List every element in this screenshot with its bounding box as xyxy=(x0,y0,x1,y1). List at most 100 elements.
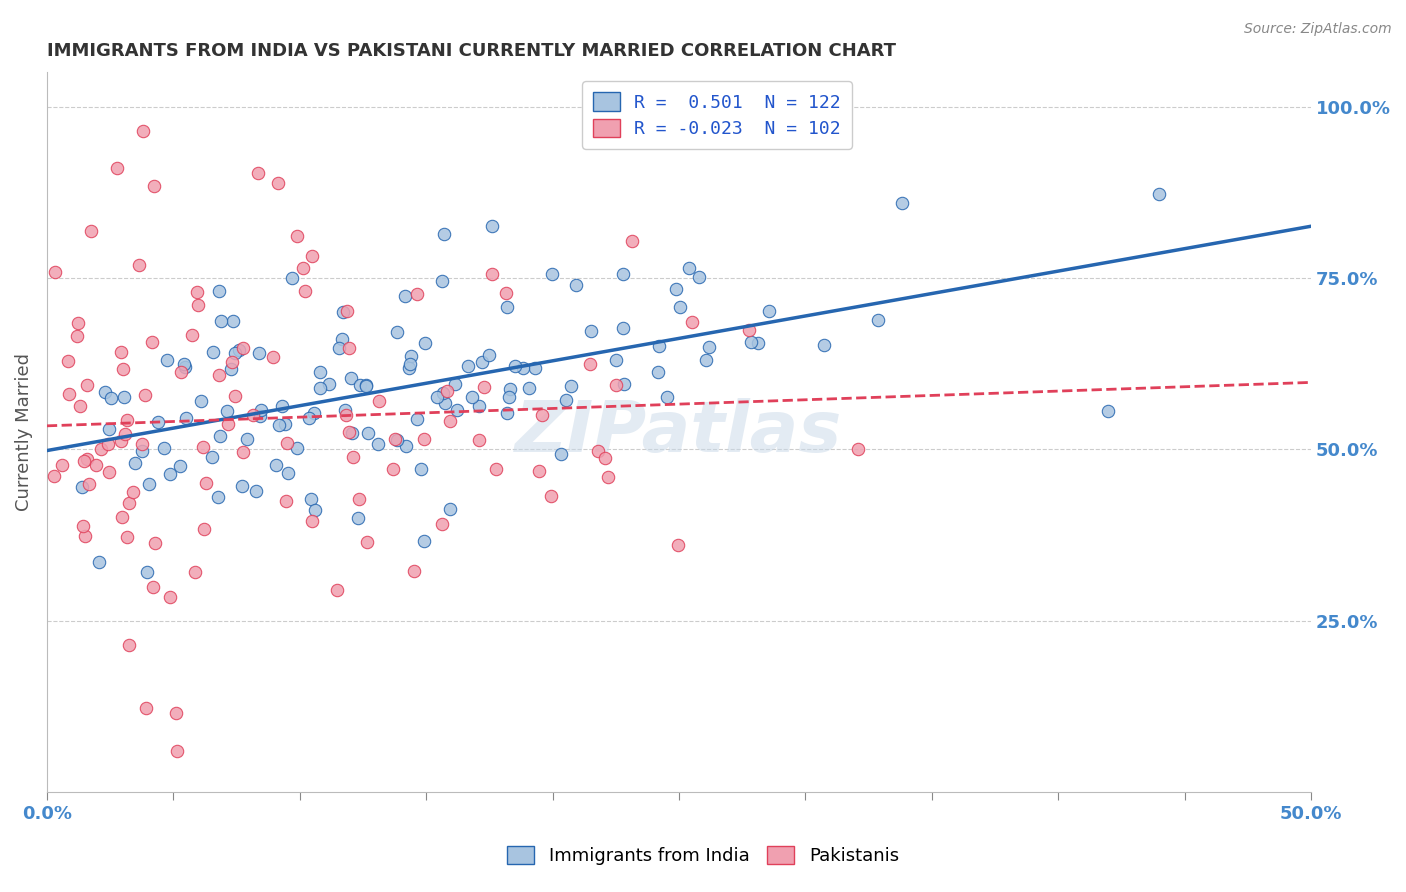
Pakistanis xyxy=(681,315,703,329)
Pakistanis xyxy=(266,177,288,191)
Immigrants from India xyxy=(399,357,422,371)
Immigrants from India xyxy=(648,339,671,353)
Immigrants from India xyxy=(517,381,540,395)
Text: ZIPatlas: ZIPatlas xyxy=(516,398,842,467)
Pakistanis xyxy=(118,638,141,652)
Immigrants from India xyxy=(112,390,135,404)
Pakistanis xyxy=(115,413,138,427)
Immigrants from India xyxy=(228,343,250,358)
Pakistanis xyxy=(242,408,264,422)
Immigrants from India xyxy=(159,467,181,481)
Immigrants from India xyxy=(346,511,368,525)
Immigrants from India xyxy=(250,403,273,417)
Pakistanis xyxy=(474,380,496,394)
Immigrants from India xyxy=(335,403,357,417)
Immigrants from India xyxy=(581,324,603,338)
Immigrants from India xyxy=(332,305,354,319)
Immigrants from India xyxy=(605,353,627,368)
Immigrants from India xyxy=(340,425,363,440)
Immigrants from India xyxy=(156,353,179,368)
Immigrants from India xyxy=(394,288,416,302)
Pakistanis xyxy=(142,580,165,594)
Immigrants from India xyxy=(499,383,522,397)
Immigrants from India xyxy=(613,376,636,391)
Pakistanis xyxy=(356,535,378,549)
Immigrants from India xyxy=(299,492,322,507)
Pakistanis xyxy=(76,451,98,466)
Pakistanis xyxy=(159,590,181,604)
Immigrants from India xyxy=(461,390,484,404)
Immigrants from India xyxy=(308,381,330,395)
Immigrants from India xyxy=(136,566,159,580)
Pakistanis xyxy=(620,234,643,248)
Pakistanis xyxy=(128,258,150,272)
Pakistanis xyxy=(337,341,360,355)
Immigrants from India xyxy=(647,365,669,379)
Immigrants from India xyxy=(298,410,321,425)
Immigrants from India xyxy=(541,267,564,281)
Pakistanis xyxy=(69,399,91,413)
Pakistanis xyxy=(232,444,254,458)
Pakistanis xyxy=(141,334,163,349)
Immigrants from India xyxy=(304,502,326,516)
Pakistanis xyxy=(73,454,96,468)
Immigrants from India xyxy=(340,371,363,385)
Pakistanis xyxy=(598,470,620,484)
Immigrants from India xyxy=(387,325,409,339)
Immigrants from India xyxy=(236,432,259,446)
Immigrants from India xyxy=(173,360,195,375)
Immigrants from India xyxy=(439,502,461,516)
Immigrants from India xyxy=(405,412,427,426)
Pakistanis xyxy=(186,285,208,300)
Immigrants from India xyxy=(266,458,288,473)
Immigrants from India xyxy=(478,348,501,362)
Pakistanis xyxy=(846,442,869,457)
Immigrants from India xyxy=(318,376,340,391)
Pakistanis xyxy=(381,462,404,476)
Immigrants from India xyxy=(688,270,710,285)
Pakistanis xyxy=(276,493,298,508)
Pakistanis xyxy=(67,316,90,330)
Pakistanis xyxy=(187,297,209,311)
Pakistanis xyxy=(110,434,132,448)
Immigrants from India xyxy=(555,392,578,407)
Pakistanis xyxy=(347,492,370,507)
Immigrants from India xyxy=(349,378,371,392)
Pakistanis xyxy=(73,529,96,543)
Pakistanis xyxy=(143,178,166,193)
Pakistanis xyxy=(135,700,157,714)
Immigrants from India xyxy=(124,456,146,470)
Pakistanis xyxy=(56,354,79,368)
Pakistanis xyxy=(122,485,145,500)
Immigrants from India xyxy=(468,399,491,413)
Immigrants from India xyxy=(395,439,418,453)
Immigrants from India xyxy=(222,314,245,328)
Immigrants from India xyxy=(678,260,700,275)
Immigrants from India xyxy=(1097,403,1119,417)
Immigrants from India xyxy=(740,334,762,349)
Pakistanis xyxy=(586,443,609,458)
Pakistanis xyxy=(540,490,562,504)
Pakistanis xyxy=(66,328,89,343)
Pakistanis xyxy=(325,583,347,598)
Pakistanis xyxy=(181,327,204,342)
Immigrants from India xyxy=(271,399,294,413)
Immigrants from India xyxy=(1147,186,1170,201)
Immigrants from India xyxy=(564,277,586,292)
Immigrants from India xyxy=(153,441,176,455)
Pakistanis xyxy=(531,408,554,422)
Immigrants from India xyxy=(249,409,271,424)
Immigrants from India xyxy=(231,479,253,493)
Pakistanis xyxy=(131,437,153,451)
Pakistanis xyxy=(44,265,66,279)
Immigrants from India xyxy=(426,390,449,404)
Immigrants from India xyxy=(413,336,436,351)
Immigrants from India xyxy=(70,479,93,493)
Pakistanis xyxy=(430,517,453,532)
Pakistanis xyxy=(72,518,94,533)
Immigrants from India xyxy=(669,300,692,314)
Immigrants from India xyxy=(496,300,519,314)
Pakistanis xyxy=(118,495,141,509)
Pakistanis xyxy=(166,744,188,758)
Pakistanis xyxy=(134,388,156,402)
